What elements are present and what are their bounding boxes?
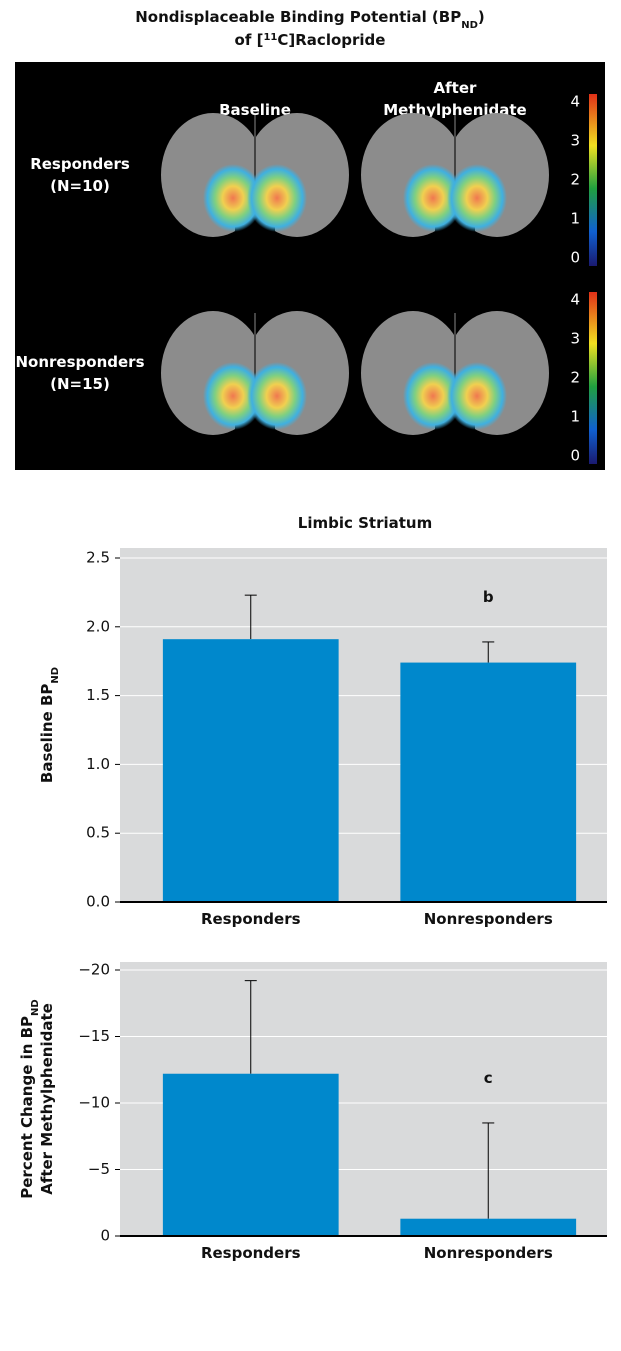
brain-blob: [447, 362, 507, 430]
y-tick-label: 1.0: [86, 755, 110, 773]
brain-image: [161, 113, 349, 250]
y-tick-label: 0.5: [86, 824, 110, 842]
bar: [163, 1074, 339, 1236]
colorbar-tick-label: 0: [570, 447, 580, 465]
colorbar-tick-label: 3: [570, 330, 580, 348]
annotation: b: [483, 588, 494, 606]
x-tick-label: Responders: [201, 1244, 301, 1262]
y-axis-label: Baseline BPND: [38, 667, 61, 783]
annotation: c: [484, 1069, 493, 1087]
colorbar-tick-label: 4: [570, 93, 580, 111]
colorbar-tick-label: 2: [570, 369, 580, 387]
y-axis-label-part: Percent Change in BP: [18, 1016, 36, 1199]
brain-image: [361, 311, 549, 448]
panel-title-part: 11: [263, 32, 277, 43]
figure: Nondisplaceable Binding Potential (BPND)…: [0, 0, 621, 1347]
y-tick-label: −20: [78, 961, 110, 979]
bar: [400, 663, 576, 902]
brain-blob: [247, 362, 307, 430]
panel-title: Nondisplaceable Binding Potential (BPND): [135, 8, 485, 31]
y-tick-label: 1.5: [86, 686, 110, 704]
colorbar: [589, 292, 597, 464]
brain-image: [361, 113, 549, 250]
y-axis-label-part: Baseline BP: [38, 684, 56, 783]
y-axis-label-part: After Methylphenidate: [38, 1003, 56, 1195]
y-tick-label: 0: [100, 1227, 110, 1245]
panel-title: of [11C]Raclopride: [235, 31, 386, 49]
colorbar-tick-label: 3: [570, 132, 580, 150]
x-tick-label: Nonresponders: [424, 1244, 553, 1262]
brain-image: [161, 311, 349, 448]
bar: [400, 1219, 576, 1236]
brain-blob: [247, 164, 307, 232]
y-axis-label-part: ND: [50, 667, 61, 684]
y-axis-label: After Methylphenidate: [38, 1003, 56, 1195]
x-tick-label: Nonresponders: [424, 910, 553, 928]
chart-title: Limbic Striatum: [298, 514, 432, 532]
panel-title-part: of [: [235, 31, 264, 49]
x-tick-label: Responders: [201, 910, 301, 928]
colorbar-tick-label: 1: [570, 210, 580, 228]
colorbar-tick-label: 4: [570, 291, 580, 309]
y-tick-label: 0.0: [86, 893, 110, 911]
colorbar-tick-label: 0: [570, 249, 580, 267]
row-label: (N=10): [50, 177, 110, 195]
row-label: Nonresponders: [16, 353, 145, 371]
panel-title-part: C]Raclopride: [277, 31, 385, 49]
y-tick-label: 2.0: [86, 617, 110, 635]
panel-title-part: ): [478, 8, 485, 26]
column-label: After: [434, 79, 477, 97]
row-label: Responders: [30, 155, 130, 173]
panel-title-part: Nondisplaceable Binding Potential (BP: [135, 8, 461, 26]
y-tick-label: −15: [78, 1027, 110, 1045]
brain-blob: [447, 164, 507, 232]
colorbar-tick-label: 1: [570, 408, 580, 426]
colorbar: [589, 94, 597, 266]
y-tick-label: −10: [78, 1094, 110, 1112]
panel-title-part: ND: [461, 20, 478, 31]
bar: [163, 639, 339, 902]
row-label: (N=15): [50, 375, 110, 393]
colorbar-tick-label: 2: [570, 171, 580, 189]
y-tick-label: −5: [88, 1160, 110, 1178]
y-tick-label: 2.5: [86, 549, 110, 567]
